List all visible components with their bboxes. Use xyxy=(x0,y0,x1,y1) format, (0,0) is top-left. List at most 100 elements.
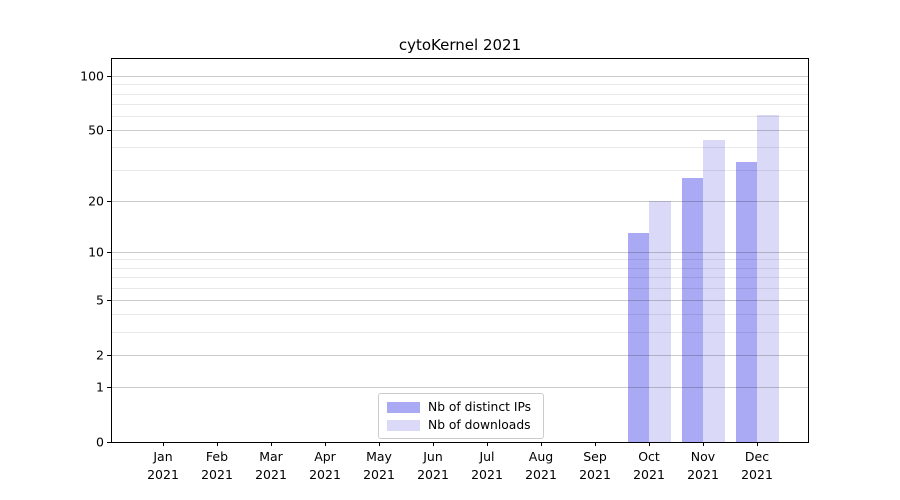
x-tick-label-jan: Jan 2021 xyxy=(133,448,193,484)
x-tick-mark-aug xyxy=(540,442,542,446)
bar-dec-distinct-ips xyxy=(735,162,757,442)
legend-item-distinct-ips: Nb of distinct IPs xyxy=(387,400,535,414)
x-tick-mark-oct xyxy=(648,442,650,446)
x-tick-month: Feb xyxy=(205,449,229,464)
x-tick-mark-jul xyxy=(486,442,488,446)
gridline-major-1 xyxy=(112,387,808,389)
x-tick-year: 2021 xyxy=(525,467,557,483)
bar-nov-distinct-ips xyxy=(681,177,703,442)
x-tick-label-dec: Dec 2021 xyxy=(727,448,787,484)
bars-layer xyxy=(112,59,808,442)
gridline-minor-3 xyxy=(112,332,808,334)
gridline-minor-60 xyxy=(112,115,808,117)
y-tick-label-2: 2 xyxy=(96,347,104,363)
y-tick-mark-50 xyxy=(107,130,111,132)
gridline-minor-8 xyxy=(112,267,808,269)
gridline-minor-4 xyxy=(112,314,808,316)
x-tick-mark-mar xyxy=(270,442,272,446)
gridline-minor-40 xyxy=(112,147,808,149)
x-tick-label-sep: Sep 2021 xyxy=(565,448,625,484)
y-tick-mark-1 xyxy=(107,387,111,389)
y-tick-label-20: 20 xyxy=(88,193,104,209)
x-tick-month: Apr xyxy=(314,449,336,464)
x-tick-label-aug: Aug 2021 xyxy=(511,448,571,484)
y-tick-mark-10 xyxy=(107,251,111,253)
gridline-minor-7 xyxy=(112,277,808,279)
gridline-minor-9 xyxy=(112,259,808,261)
x-tick-label-nov: Nov 2021 xyxy=(673,448,733,484)
x-tick-year: 2021 xyxy=(741,467,773,483)
x-tick-mark-sep xyxy=(594,442,596,446)
x-tick-year: 2021 xyxy=(309,467,341,483)
y-tick-label-1: 1 xyxy=(96,379,104,395)
gridline-major-100 xyxy=(112,76,808,77)
x-tick-label-oct: Oct 2021 xyxy=(619,448,679,484)
x-tick-label-may: May 2021 xyxy=(349,448,409,484)
gridline-major-50 xyxy=(112,130,808,132)
gridline-minor-90 xyxy=(112,84,808,86)
x-tick-month: Jun xyxy=(423,449,443,464)
legend-item-downloads: Nb of downloads xyxy=(387,418,535,432)
x-tick-month: Jan xyxy=(153,449,173,464)
x-tick-year: 2021 xyxy=(633,467,665,483)
gridline-major-10 xyxy=(112,251,808,253)
x-tick-month: Mar xyxy=(259,449,283,464)
x-tick-month: Sep xyxy=(583,449,607,464)
bar-oct-distinct-ips xyxy=(627,232,649,442)
x-tick-month: Jul xyxy=(479,449,495,464)
gridline-minor-6 xyxy=(112,287,808,289)
gridline-major-2 xyxy=(112,354,808,356)
x-tick-year: 2021 xyxy=(363,467,395,483)
bar-nov-downloads xyxy=(703,140,725,442)
y-tick-mark-100 xyxy=(107,76,111,77)
x-tick-mark-jan xyxy=(162,442,164,446)
legend-label-distinct-ips: Nb of distinct IPs xyxy=(428,400,532,414)
y-tick-label-50: 50 xyxy=(88,122,104,138)
y-axis: 0 1 2 5 10 20 50 100 xyxy=(80,59,808,450)
x-tick-year: 2021 xyxy=(471,467,503,483)
gridline-minor-70 xyxy=(112,103,808,105)
chart-title: cytoKernel 2021 xyxy=(398,36,522,54)
x-tick-year: 2021 xyxy=(201,467,233,483)
x-tick-month: Dec xyxy=(744,449,770,464)
x-axis: Jan 2021 Feb 2021 Mar 2021 Apr 2021 May 2021 Jun 20… xyxy=(112,59,808,482)
gridline-minor-30 xyxy=(112,169,808,171)
gridlines-layer xyxy=(112,59,808,442)
legend-label-downloads: Nb of downloads xyxy=(428,418,531,432)
x-tick-mark-jun xyxy=(432,442,434,446)
x-tick-label-mar: Mar 2021 xyxy=(241,448,301,484)
gridline-minor-80 xyxy=(112,93,808,95)
x-tick-label-jun: Jun 2021 xyxy=(403,448,463,484)
y-tick-label-100: 100 xyxy=(80,68,104,84)
x-tick-mark-apr xyxy=(324,442,326,446)
y-tick-label-0: 0 xyxy=(96,434,104,450)
y-tick-mark-0 xyxy=(107,442,111,443)
y-tick-label-5: 5 xyxy=(96,292,104,308)
y-tick-label-10: 10 xyxy=(88,244,104,260)
legend: Nb of distinct IPs Nb of downloads xyxy=(378,393,544,439)
x-tick-label-jul: Jul 2021 xyxy=(457,448,517,484)
plot-area: 0 1 2 5 10 20 50 100 Jan 2021 Feb 2021 Mar 2021 Apr 20… xyxy=(80,58,809,482)
x-tick-label-apr: Apr 2021 xyxy=(295,448,355,484)
y-tick-mark-20 xyxy=(107,200,111,202)
bar-dec-downloads xyxy=(757,114,779,442)
x-tick-month: Nov xyxy=(690,449,716,464)
gridline-major-20 xyxy=(112,200,808,202)
x-tick-year: 2021 xyxy=(417,467,449,483)
gridline-major-5 xyxy=(112,299,808,301)
x-tick-mark-nov xyxy=(702,442,704,446)
y-tick-mark-2 xyxy=(107,354,111,356)
legend-swatch-downloads xyxy=(387,419,420,431)
x-tick-label-feb: Feb 2021 xyxy=(187,448,247,484)
x-tick-month: Aug xyxy=(528,449,554,464)
x-tick-mark-feb xyxy=(216,442,218,446)
x-tick-year: 2021 xyxy=(579,467,611,483)
x-tick-mark-may xyxy=(378,442,380,446)
x-tick-month: Oct xyxy=(638,449,660,464)
bar-oct-downloads xyxy=(649,200,671,442)
legend-swatch-distinct-ips xyxy=(387,401,420,413)
x-tick-year: 2021 xyxy=(255,467,287,483)
x-tick-year: 2021 xyxy=(147,467,179,483)
x-tick-mark-dec xyxy=(756,442,758,446)
